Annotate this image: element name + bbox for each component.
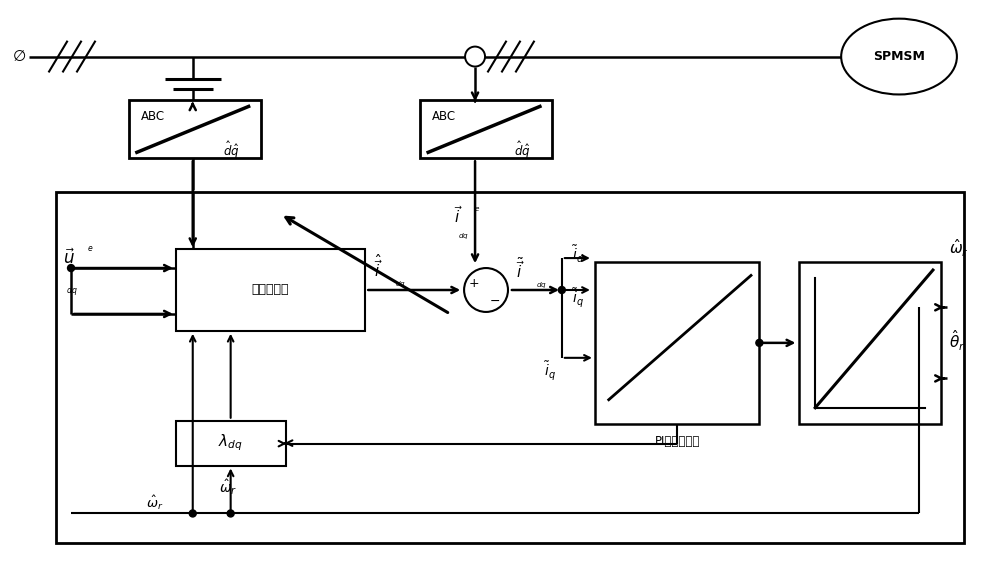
Text: $\varnothing$: $\varnothing$ bbox=[12, 49, 26, 64]
Text: 自适应模型: 自适应模型 bbox=[252, 283, 289, 297]
Circle shape bbox=[189, 510, 196, 517]
Circle shape bbox=[464, 268, 508, 312]
Text: $\hat{\omega}_{r}$: $\hat{\omega}_{r}$ bbox=[146, 494, 163, 511]
Text: $\tilde{i}_{q}$: $\tilde{i}_{q}$ bbox=[572, 286, 584, 309]
Text: $\vec{i}$: $\vec{i}$ bbox=[454, 205, 462, 226]
Circle shape bbox=[558, 286, 565, 294]
Text: $\tilde{\vec{i}}$: $\tilde{\vec{i}}$ bbox=[516, 256, 525, 281]
Bar bbox=[799, 262, 941, 424]
Text: $\hat{\omega}_{r}$: $\hat{\omega}_{r}$ bbox=[949, 237, 969, 259]
Text: $\vec{u}$: $\vec{u}$ bbox=[63, 249, 75, 268]
Text: $\tilde{i}_{q}$: $\tilde{i}_{q}$ bbox=[544, 359, 556, 382]
Text: ABC: ABC bbox=[432, 110, 456, 123]
Bar bbox=[420, 100, 552, 158]
Text: $\hat{\theta}_{r}$: $\hat{\theta}_{r}$ bbox=[949, 328, 965, 353]
Text: $\tilde{i}_{d}$: $\tilde{i}_{d}$ bbox=[572, 244, 584, 264]
Text: $_{dq}$: $_{dq}$ bbox=[458, 232, 469, 242]
Text: $_{dq}$: $_{dq}$ bbox=[536, 281, 547, 291]
Circle shape bbox=[227, 510, 234, 517]
Text: $_{dq}$: $_{dq}$ bbox=[395, 280, 406, 290]
Bar bbox=[129, 100, 261, 158]
Text: $\hat{d}\hat{q}$: $\hat{d}\hat{q}$ bbox=[223, 139, 239, 161]
Circle shape bbox=[465, 47, 485, 67]
Circle shape bbox=[756, 339, 763, 346]
Text: $\lambda_{dq}$: $\lambda_{dq}$ bbox=[218, 433, 243, 453]
Bar bbox=[176, 249, 365, 331]
Text: $_{dq}$: $_{dq}$ bbox=[66, 284, 78, 299]
Text: ABC: ABC bbox=[141, 110, 165, 123]
Text: $-$: $-$ bbox=[489, 293, 501, 306]
Text: $^e$: $^e$ bbox=[87, 244, 94, 254]
Text: PI自适应算法: PI自适应算法 bbox=[654, 435, 700, 448]
Text: SPMSM: SPMSM bbox=[873, 50, 925, 63]
Text: $^e$: $^e$ bbox=[474, 206, 480, 216]
Circle shape bbox=[68, 264, 75, 271]
Ellipse shape bbox=[841, 18, 957, 94]
Text: +: + bbox=[469, 276, 479, 290]
Bar bbox=[176, 420, 286, 465]
Text: $\hat{d}\hat{q}$: $\hat{d}\hat{q}$ bbox=[514, 139, 530, 161]
Bar bbox=[56, 192, 964, 543]
Text: $\hat{\omega}_{r}$: $\hat{\omega}_{r}$ bbox=[219, 478, 237, 497]
Text: $\hat{\vec{i}}$: $\hat{\vec{i}}$ bbox=[374, 253, 383, 280]
Bar bbox=[595, 262, 759, 424]
